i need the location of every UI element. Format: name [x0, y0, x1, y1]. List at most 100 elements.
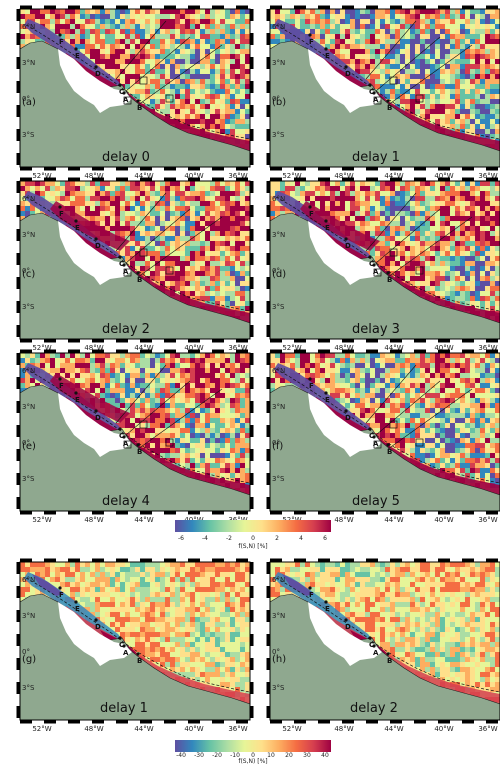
station-label: E	[325, 224, 330, 232]
lat-tick-label: 0°	[22, 439, 30, 447]
station-label: A	[123, 649, 129, 657]
station-label: B	[387, 104, 392, 112]
colorbar-top-label: f(S,N) [%]	[238, 543, 268, 550]
station-label: D	[345, 414, 351, 422]
lat-tick-label: 6°N	[272, 23, 285, 31]
station-label: C	[369, 641, 374, 649]
station-label: E	[325, 396, 330, 404]
lat-tick-label: 3°N	[272, 403, 285, 411]
station-marker	[122, 435, 126, 439]
station-marker	[122, 263, 126, 267]
lon-tick-label: 48°W	[84, 516, 103, 524]
station-label: F	[59, 210, 64, 218]
colorbar-bottom-label: f(S,N) [%]	[238, 758, 268, 765]
lon-tick-label: 36°W	[228, 725, 247, 733]
station-marker	[118, 636, 122, 640]
station-label: A	[373, 440, 379, 448]
station-label: F	[59, 591, 64, 599]
station-marker	[368, 83, 372, 87]
station-label: D	[95, 414, 101, 422]
station-marker	[74, 391, 78, 395]
station-marker	[386, 271, 390, 275]
lon-tick-label: 48°W	[334, 516, 353, 524]
lon-tick-label: 36°W	[478, 172, 497, 180]
lon-tick-label: 44°W	[134, 344, 153, 352]
station-label: A	[373, 649, 379, 657]
station-label: D	[95, 70, 101, 78]
lon-tick-label: 44°W	[134, 172, 153, 180]
map-panel-h: F E D C B A 6°N 3°N 0° 3°S 52°W 48°W 44°W 40°W 36°W (h)…	[260, 558, 500, 733]
station-label: C	[119, 88, 124, 96]
lat-tick-label: 0°	[272, 95, 280, 103]
station-label: F	[309, 38, 314, 46]
lon-tick-label: 44°W	[384, 725, 403, 733]
panel-label: (b)	[272, 97, 286, 108]
lon-tick-label: 40°W	[434, 344, 453, 352]
station-label: B	[387, 657, 392, 665]
lon-tick-label: 44°W	[384, 172, 403, 180]
lon-tick-label: 36°W	[478, 344, 497, 352]
lon-tick-label: 44°W	[134, 725, 153, 733]
delay-label: delay 1	[352, 150, 400, 165]
station-label: A	[373, 96, 379, 104]
colorbar-tick-label: 6	[323, 535, 327, 542]
panel-label: (g)	[22, 654, 36, 665]
lat-tick-label: 3°N	[22, 59, 35, 67]
map-panel-b: F E D C B A 6°N 3°N 0° 3°S 52°W 48°W 44°W 40°W 36°W (b)…	[260, 5, 500, 180]
lat-tick-label: 0°	[22, 648, 30, 656]
station-label: D	[95, 623, 101, 631]
lon-tick-label: 40°W	[184, 725, 203, 733]
lon-tick-label: 36°W	[478, 516, 497, 524]
lat-tick-label: 3°S	[272, 303, 285, 311]
station-marker	[94, 618, 98, 622]
station-label: E	[75, 224, 80, 232]
panel-label: (f)	[272, 441, 283, 452]
station-marker	[118, 427, 122, 431]
station-label: B	[137, 276, 142, 284]
delay-label: delay 3	[352, 322, 400, 337]
colorbar-top-gradient	[175, 520, 331, 532]
lat-tick-label: 3°S	[272, 131, 285, 139]
station-label: B	[137, 104, 142, 112]
colorbar-tick-label: -10	[230, 752, 240, 759]
lon-tick-label: 48°W	[84, 725, 103, 733]
lon-tick-label: 52°W	[32, 725, 51, 733]
map-panel-e: FEDCBA6°N3°N0°3°S52°W48°W44°W40°W36°W(e)…	[10, 349, 254, 524]
colorbar-tick-label: 2	[275, 535, 279, 542]
lat-tick-label: 6°N	[272, 576, 285, 584]
lon-tick-label: 36°W	[478, 725, 497, 733]
map-panel-f: FEDCBA6°N3°N0°3°S52°W48°W44°W40°W36°W(f)…	[260, 349, 500, 524]
station-marker	[58, 586, 62, 590]
colorbar-bottom-gradient	[175, 740, 331, 752]
delay-label: delay 2	[102, 322, 150, 337]
station-marker	[118, 83, 122, 87]
station-marker	[122, 91, 126, 95]
lon-tick-label: 52°W	[282, 172, 301, 180]
lat-tick-label: 3°N	[272, 59, 285, 67]
station-label: F	[309, 382, 314, 390]
lat-tick-label: 0°	[22, 95, 30, 103]
map-panel-d: F E D C B A 6°N 3°N 0° 3°S 52°W 48°W 44°W 40°W 36°W (d)…	[260, 177, 500, 352]
station-label: E	[325, 52, 330, 60]
colorbar-tick-label: -4	[202, 535, 208, 542]
lat-tick-label: 3°N	[272, 612, 285, 620]
station-marker	[58, 205, 62, 209]
lat-tick-label: 3°N	[22, 231, 35, 239]
lat-tick-label: 0°	[272, 648, 280, 656]
lat-tick-label: 6°N	[272, 195, 285, 203]
station-marker	[74, 219, 78, 223]
station-label: D	[345, 242, 351, 250]
station-marker	[136, 443, 140, 447]
lon-tick-label: 44°W	[134, 516, 153, 524]
station-marker	[372, 435, 376, 439]
station-marker	[58, 33, 62, 37]
lat-tick-label: 3°S	[22, 131, 35, 139]
station-marker	[344, 237, 348, 241]
lon-tick-label: 52°W	[282, 725, 301, 733]
lat-tick-label: 6°N	[22, 576, 35, 584]
station-marker	[324, 47, 328, 51]
map-panel-g: F E D C B A 6°N 3°N 0° 3°S 52°W 48°W 44°W 40°W 36°W (g)…	[10, 558, 254, 733]
lat-tick-label: 3°S	[272, 684, 285, 692]
lon-tick-label: 48°W	[334, 725, 353, 733]
station-label: A	[373, 268, 379, 276]
